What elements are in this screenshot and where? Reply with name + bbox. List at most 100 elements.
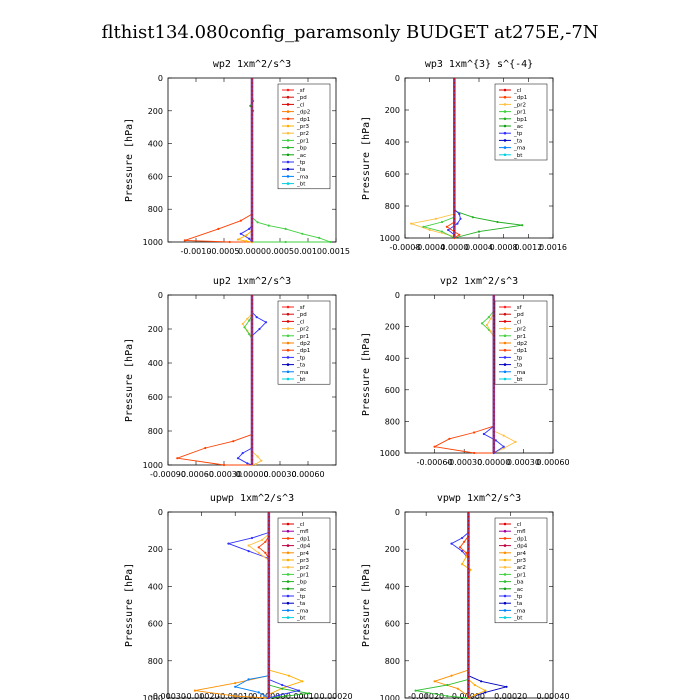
legend-marker	[286, 573, 290, 576]
series-point-dp1	[232, 440, 235, 443]
x-tick-label: -0.00030	[206, 470, 242, 479]
legend-entry: _pr1	[513, 572, 526, 578]
series-point-tp	[450, 542, 453, 545]
y-tick-label: 600	[148, 393, 163, 402]
series-point-tp	[458, 212, 461, 216]
series-point-dp1	[204, 446, 207, 450]
y-tick-label: 400	[148, 582, 163, 591]
legend-entry: _pr3	[296, 558, 310, 564]
legend-marker	[286, 327, 290, 330]
page-title: flthist134.080config_paramsonly BUDGET a…	[101, 22, 598, 43]
legend-marker	[286, 153, 290, 157]
legend-entry: _tp	[513, 355, 523, 361]
legend-marker	[503, 544, 507, 547]
legend-marker	[286, 160, 290, 164]
series-point-bp	[308, 692, 311, 695]
legend-marker	[286, 558, 290, 562]
series-point-dp1	[264, 551, 267, 555]
y-tick-label: 800	[385, 417, 400, 426]
series-point-pr4	[450, 674, 453, 677]
legend-marker	[286, 312, 290, 316]
series-point-dp1	[473, 451, 476, 455]
series-point-pr2	[261, 538, 264, 542]
legend-entry: _ba	[513, 580, 524, 586]
y-tick-label: 600	[385, 620, 400, 629]
y-tick-label: 200	[385, 323, 400, 332]
series-point-dp1	[463, 540, 466, 543]
series-point-pr4	[433, 680, 436, 683]
legend-entry: _pr4	[296, 551, 310, 557]
legend-marker	[503, 573, 507, 576]
series-line-pr2	[409, 213, 455, 237]
legend-entry: _ac	[296, 587, 306, 593]
legend-entry: _bt	[513, 616, 523, 622]
y-tick-label: 1000	[143, 461, 163, 470]
legend-marker	[503, 609, 507, 612]
legend-marker	[503, 341, 507, 345]
legend-marker	[286, 601, 290, 605]
legend-entry: _ma	[513, 608, 525, 614]
panel-up2: up2 1xm^2/s^3 0 200 400 600 800 1000 Pressure […	[124, 276, 337, 479]
series-point-tp	[482, 432, 485, 436]
legend-marker	[286, 182, 290, 185]
legend-marker	[503, 537, 507, 540]
legend-box	[277, 517, 331, 624]
legend-entry: _ta	[513, 601, 522, 607]
series-point-bp1	[521, 224, 524, 227]
series-line-tp	[237, 447, 253, 466]
series-point-pr3	[465, 555, 468, 558]
panel-vpwp: vpwp 1xm^2/s^3 0 200 400 600 800 1000 Pressure …	[361, 493, 570, 700]
legend-marker	[286, 370, 290, 374]
series-point-pr2	[257, 551, 260, 555]
series-point-tp	[264, 321, 268, 324]
panel-title: vp2 1xm^2/s^3	[440, 276, 518, 287]
legend-marker	[286, 167, 290, 171]
x-tick-label: 0.00010	[286, 692, 319, 700]
y-tick-label: 200	[148, 545, 163, 554]
legend-marker	[503, 334, 507, 338]
panel-title: vpwp 1xm^2/s^3	[437, 493, 521, 504]
legend-entry: _ta	[513, 138, 522, 144]
series-point-ba	[446, 683, 449, 687]
legend-entry: _cl	[513, 522, 522, 528]
legend-marker	[286, 609, 290, 612]
series-line-dp1	[184, 213, 253, 243]
y-axis-label: Pressure [hPa]	[124, 563, 135, 647]
series-point-dp1	[445, 225, 448, 228]
y-tick-label: 0	[158, 508, 163, 517]
series-point-pr2	[502, 447, 505, 450]
legend-entry: _ma	[296, 174, 308, 180]
legend-entry: _dp1	[513, 348, 527, 354]
y-tick-label: 1000	[143, 694, 163, 700]
y-tick-label: 400	[385, 354, 400, 363]
legend-marker	[503, 131, 507, 135]
legend-entry: _ta	[296, 601, 305, 607]
legend-entry: _bp	[296, 146, 307, 152]
series-point-pr2	[246, 317, 249, 320]
legend-marker	[503, 565, 507, 569]
series-point-pr3	[484, 689, 487, 692]
series-point-pr1	[329, 240, 332, 244]
y-tick-label: 600	[385, 386, 400, 395]
legend-entry: _cl	[296, 102, 305, 108]
legend-marker	[503, 551, 507, 555]
legend-marker	[286, 139, 290, 142]
series-point-ma	[234, 685, 237, 688]
series-point-dp1	[433, 445, 436, 448]
legend-marker	[286, 88, 290, 92]
series-line-dp1	[433, 425, 494, 454]
legend-marker	[503, 320, 507, 323]
plot-frame	[167, 511, 337, 699]
series-point-ma	[247, 678, 250, 681]
x-tick-label: 0.00030	[263, 470, 296, 479]
legend-marker	[503, 153, 507, 157]
series-point-pr1	[318, 236, 321, 239]
series-point-dp1	[176, 457, 179, 460]
legend-entry: _ac	[513, 124, 523, 130]
series-point-tp	[239, 232, 242, 235]
series-point-pr2	[428, 228, 431, 232]
legend-entry: _cl	[296, 522, 305, 528]
series-point-pr3	[245, 240, 248, 243]
series-point-pr1	[301, 232, 304, 235]
x-tick-label: 0.0005	[266, 247, 294, 256]
